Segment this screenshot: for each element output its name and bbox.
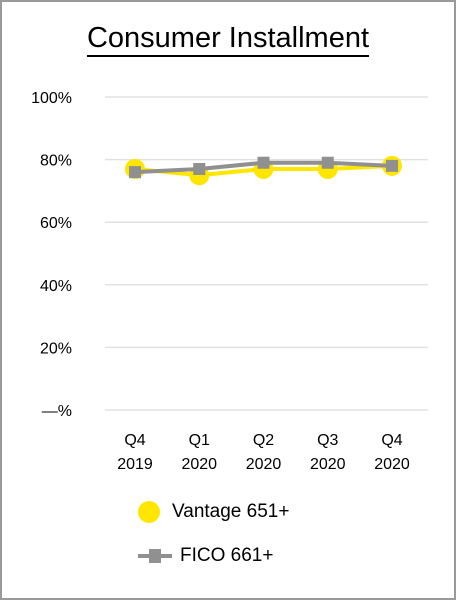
legend-circle-marker: [138, 501, 160, 523]
legend-square-marker: [138, 549, 172, 563]
x-tick-label: 2020: [246, 456, 282, 473]
chart-title-text: Consumer Installment: [86, 22, 370, 57]
x-tick-label: Q2: [253, 432, 274, 449]
x-tick-label: Q4: [381, 432, 402, 449]
y-tick-label: —%: [42, 403, 72, 420]
data-point-fico: [321, 156, 334, 169]
legend-item-fico: FICO 661+: [138, 545, 273, 567]
y-tick-label: 60%: [40, 215, 72, 232]
y-tick-label: 80%: [40, 153, 72, 170]
x-tick-label: Q3: [317, 432, 338, 449]
data-point-fico: [193, 162, 206, 175]
x-tick-label: 2020: [374, 456, 410, 473]
x-tick-label: 2019: [117, 456, 153, 473]
x-tick-label: 2020: [181, 456, 217, 473]
legend-label-fico: FICO 661+: [180, 545, 274, 566]
legend-label-vantage: Vantage 651+: [172, 501, 290, 522]
x-tick-label: Q4: [124, 432, 145, 449]
x-tick-label: 2020: [310, 456, 346, 473]
y-tick-label: 20%: [40, 340, 72, 357]
y-tick-label: 40%: [40, 278, 72, 295]
data-point-fico: [129, 166, 141, 179]
x-tick-label: Q1: [189, 432, 210, 449]
y-tick-label: 100%: [31, 90, 72, 107]
legend-item-vantage: Vantage 651+: [138, 501, 289, 523]
chart-title: Consumer Installment: [0, 22, 456, 57]
data-point-fico: [386, 159, 398, 172]
data-point-fico: [257, 156, 270, 169]
